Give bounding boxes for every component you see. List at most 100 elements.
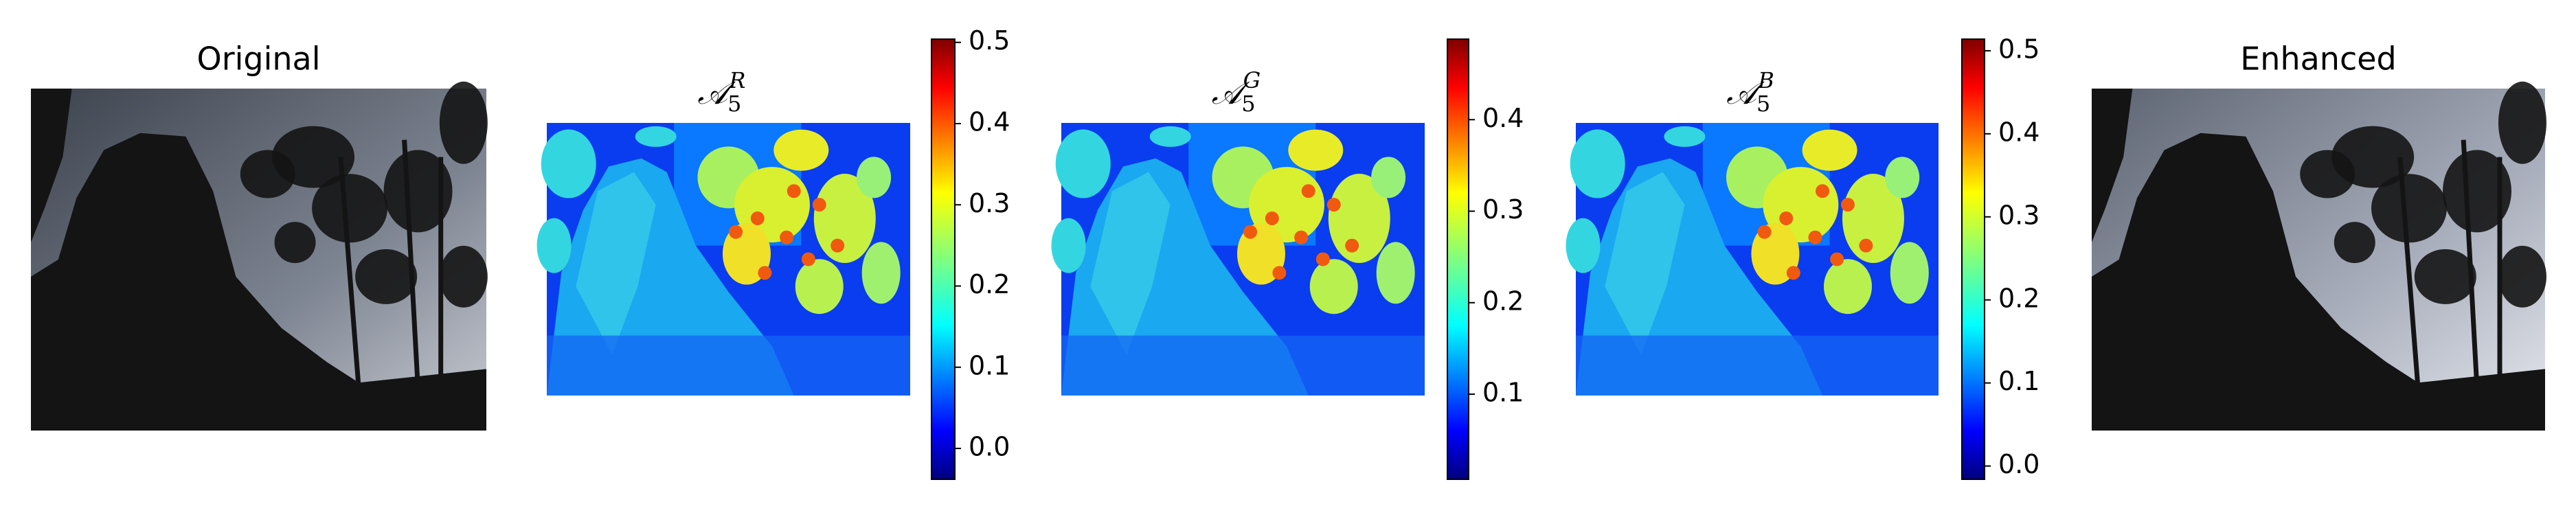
- photo-tree-left: [2092, 89, 2133, 243]
- heatmap-blob: [1149, 126, 1191, 147]
- photo-foliage: [355, 249, 418, 304]
- heatmap-hot: [1859, 238, 1873, 253]
- heatmap-rock-face: [576, 172, 656, 355]
- colorbar-tick-label: 0.2: [1998, 283, 2040, 313]
- colorbar-tick-label: 0.2: [969, 269, 1010, 299]
- heatmap-blob: [1288, 129, 1344, 171]
- panel-title: Original: [196, 41, 320, 78]
- heatmap-ground: [1576, 335, 1939, 396]
- heatmap-blob: [1802, 129, 1857, 171]
- colorbar-tick-label: 0.3: [1998, 200, 2040, 230]
- colorbar-tick-label: 0.5: [969, 25, 1010, 56]
- photo-tree-left: [31, 89, 72, 243]
- heatmap-blob: [635, 126, 677, 147]
- heatmap-blob: [1570, 129, 1625, 198]
- title-sub: 5: [727, 91, 741, 117]
- panel-title: 𝒜5G: [1212, 67, 1261, 117]
- heatmap-hot: [1315, 252, 1330, 266]
- photo-foliage: [383, 150, 453, 233]
- heatmap-hot: [1272, 266, 1287, 280]
- title-sup: R: [728, 67, 745, 93]
- colorbar-tick-label: 0.2: [1482, 286, 1524, 316]
- heatmap-blob: [1824, 259, 1872, 314]
- photo-foliage: [2414, 249, 2476, 304]
- panel-title: Enhanced: [2240, 41, 2397, 78]
- photo-foliage: [2443, 150, 2511, 233]
- title-sub: 5: [1756, 91, 1770, 117]
- heatmap-blob: [1055, 129, 1111, 198]
- colorbar: [1447, 38, 1469, 480]
- heatmap-blob: [773, 129, 829, 171]
- heatmap-hot: [1301, 184, 1315, 198]
- heatmap-blob: [1890, 242, 1929, 304]
- heatmap-blob: [1051, 218, 1086, 273]
- heatmap-hot: [1786, 266, 1800, 280]
- heatmap-hot: [1243, 225, 1258, 239]
- heatmap-hot: [787, 184, 801, 198]
- heatmap-blob: [1566, 218, 1601, 273]
- heatmap-blob: [1309, 259, 1358, 314]
- photo-foliage: [2334, 222, 2375, 264]
- heatmap-hot: [1757, 225, 1772, 239]
- heatmap-blob: [541, 129, 596, 198]
- panel-title: 𝒜5R: [698, 67, 746, 117]
- photo-foliage: [439, 81, 488, 164]
- colorbar: [1961, 38, 1985, 480]
- photo-foliage: [312, 174, 388, 243]
- panel-title: 𝒜5B: [1726, 67, 1774, 117]
- heatmap-ground: [547, 335, 910, 396]
- heatmap-blob: [1664, 126, 1706, 147]
- heatmap-hot: [1830, 252, 1844, 266]
- colorbar-tick-label: 0.1: [969, 350, 1010, 380]
- heatmap-blob: [795, 259, 844, 314]
- heatmap-rock-face: [1090, 172, 1171, 355]
- title-sup: G: [1243, 67, 1261, 93]
- heatmap-hot: [812, 198, 826, 212]
- colorbar-tick-label: 0.4: [1482, 103, 1524, 133]
- heatmap-hot: [780, 230, 794, 244]
- heatmap-blob: [1842, 173, 1904, 263]
- photo-foliage: [240, 150, 295, 198]
- photo-foliage: [439, 245, 488, 308]
- colorbar: [931, 38, 956, 480]
- heatmap-rock-face: [1605, 172, 1685, 355]
- heatmap-hot: [1265, 211, 1279, 225]
- photo-foliage: [274, 222, 316, 264]
- photo-rock: [2092, 133, 2545, 431]
- colorbar-tick-label: 0.5: [1998, 34, 2040, 64]
- colorbar-tick-label: 0.3: [969, 188, 1010, 218]
- heatmap-hot: [801, 252, 815, 266]
- heatmap-hot: [750, 211, 765, 225]
- colorbar-tick-label: 0.1: [1998, 366, 2040, 396]
- photo-foliage: [2498, 245, 2546, 308]
- heatmap-hot: [1779, 211, 1794, 225]
- heatmap-hot: [1294, 230, 1309, 244]
- title-sup: B: [1757, 67, 1774, 93]
- photo-foliage: [2498, 81, 2546, 164]
- heatmap-hot: [831, 238, 845, 253]
- photo-foliage: [2300, 150, 2355, 198]
- colorbar-tick-label: 0.4: [969, 106, 1010, 137]
- heatmap-hot: [729, 225, 743, 239]
- heatmap-blob: [861, 242, 901, 304]
- colorbar-tick-label: 0.0: [969, 432, 1010, 462]
- heatmap-blob: [1376, 242, 1415, 304]
- colorbar-tick-label: 0.1: [1482, 378, 1524, 408]
- heatmap-hot: [1841, 198, 1855, 212]
- heatmap-blob: [813, 173, 876, 263]
- heatmap-blob: [857, 157, 892, 198]
- photo-rock: [31, 133, 486, 431]
- title-sub: 5: [1241, 91, 1255, 117]
- heatmap-ground: [1061, 335, 1425, 396]
- heatmap-blob: [536, 218, 572, 273]
- heatmap-blob: [1371, 157, 1406, 198]
- colorbar-tick-label: 0.0: [1998, 449, 2040, 479]
- heatmap-hot: [1345, 238, 1359, 253]
- colorbar-tick-label: 0.4: [1998, 117, 2040, 147]
- heatmap-blob: [1328, 173, 1390, 263]
- heatmap-blob: [1885, 157, 1920, 198]
- colorbar-tick-label: 0.3: [1482, 194, 1524, 225]
- heatmap-hot: [1808, 230, 1822, 244]
- photo-foliage: [2371, 174, 2447, 243]
